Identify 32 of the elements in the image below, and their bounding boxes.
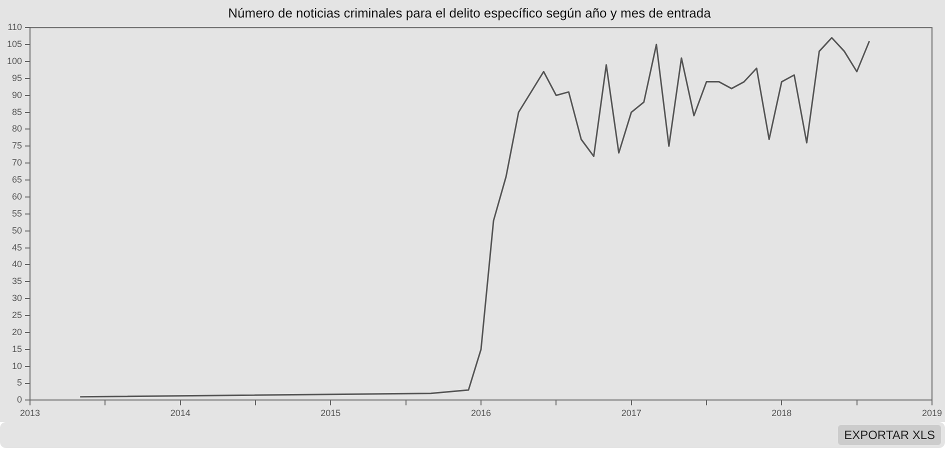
y-tick-label: 50	[12, 225, 22, 236]
y-tick-label: 45	[12, 242, 22, 252]
y-tick-label: 35	[12, 276, 22, 286]
y-tick-label: 70	[12, 158, 22, 168]
text: EXPORTAR XLS	[838, 425, 941, 445]
x-tick-label: 2013	[20, 408, 40, 418]
y-tick-label: 75	[12, 140, 22, 151]
y-tick-label: 110	[8, 22, 22, 32]
y-tick-label: 60	[12, 191, 22, 202]
y-tick-label: 20	[12, 326, 22, 337]
x-tick-label: 2016	[470, 408, 492, 418]
y-tick-label: 105	[6, 39, 22, 50]
y-tick-label: 80	[12, 124, 22, 134]
y-tick-label: 5	[17, 378, 22, 388]
y-tick-label: 30	[12, 293, 22, 304]
y-tick-label: 95	[12, 72, 22, 83]
y-tick-label: 15	[12, 344, 22, 354]
chart-title: Número de noticias criminales para el delito específico según año y mes de entrada	[228, 5, 712, 20]
x-tick-label: 2017	[621, 408, 642, 418]
x-tick-label: 2018	[772, 408, 792, 418]
y-tick-label: 40	[12, 259, 22, 270]
y-tick-label: 85	[12, 106, 22, 117]
x-tick-label: 2015	[320, 408, 341, 418]
x-tick-label: 2014	[170, 408, 190, 418]
y-tick-label: 90	[12, 90, 22, 100]
y-tick-label: 25	[12, 310, 22, 320]
y-tick-label: 65	[12, 174, 22, 185]
y-tick-label: 55	[12, 208, 22, 218]
y-tick-label: 100	[6, 56, 22, 66]
x-tick-label: 2019	[922, 408, 942, 418]
y-tick-label: 0	[17, 394, 22, 405]
y-tick-label: 10	[12, 360, 22, 371]
